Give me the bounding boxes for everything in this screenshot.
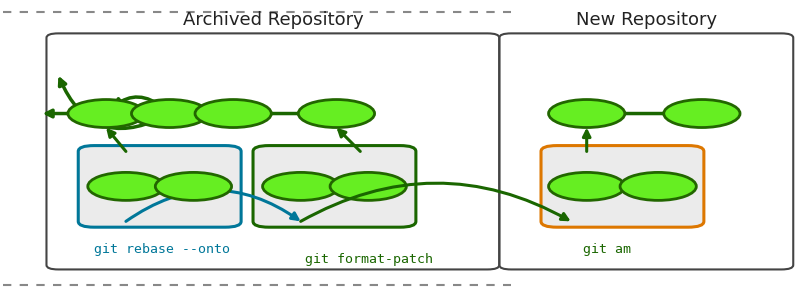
Circle shape <box>298 99 374 127</box>
FancyBboxPatch shape <box>253 146 416 227</box>
Circle shape <box>68 99 144 127</box>
Text: git rebase --onto: git rebase --onto <box>94 243 230 256</box>
Text: git format-patch: git format-patch <box>305 253 433 266</box>
Circle shape <box>131 99 208 127</box>
Text: git am: git am <box>582 243 630 256</box>
Circle shape <box>549 99 625 127</box>
FancyBboxPatch shape <box>78 146 241 227</box>
Circle shape <box>664 99 740 127</box>
Circle shape <box>549 172 625 200</box>
Circle shape <box>620 172 696 200</box>
Circle shape <box>195 99 271 127</box>
Text: Archived Repository: Archived Repository <box>182 11 363 29</box>
Circle shape <box>155 172 231 200</box>
Circle shape <box>88 172 164 200</box>
Circle shape <box>330 172 406 200</box>
Text: New Repository: New Repository <box>576 11 717 29</box>
Circle shape <box>262 172 339 200</box>
FancyBboxPatch shape <box>541 146 704 227</box>
